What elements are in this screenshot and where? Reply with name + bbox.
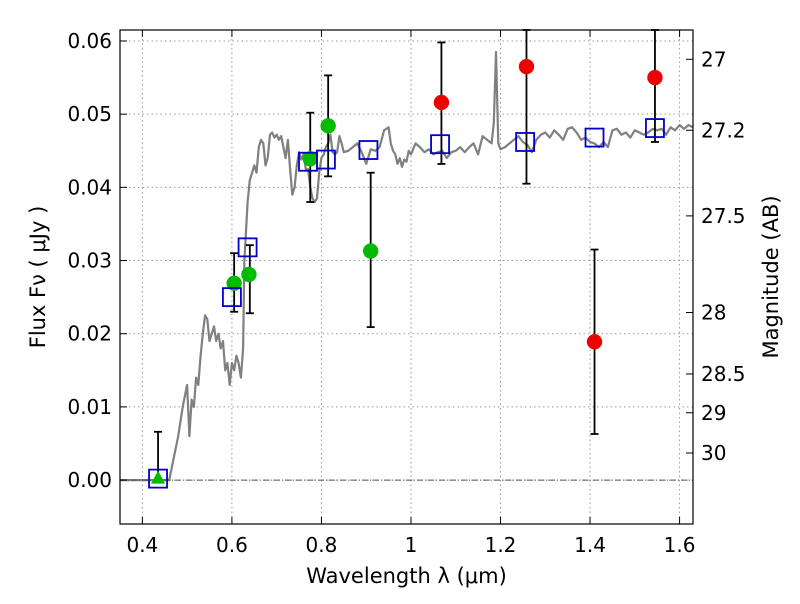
error-bars — [154, 29, 659, 481]
model-box-marker — [358, 140, 379, 160]
green-triangle-point — [151, 470, 166, 484]
y-tick-label: 0.05 — [67, 102, 112, 126]
model-box-marker — [645, 118, 665, 138]
data-markers — [148, 58, 665, 489]
x-tick-label: 1.4 — [574, 533, 606, 557]
right-tick-label: 30 — [701, 441, 726, 465]
x-tick-label: 0.6 — [216, 533, 248, 557]
x-tick-label: 1.6 — [664, 533, 696, 557]
model-box-marker — [222, 287, 242, 308]
green-data-point — [320, 118, 336, 134]
model-spectrum-line — [120, 50, 694, 482]
y-tick-label: 0.06 — [67, 29, 112, 53]
model-box-marker — [237, 237, 258, 258]
right-tick-label: 27.5 — [701, 204, 746, 228]
right-tick-label: 28 — [701, 300, 726, 324]
x-tick-label: 1.2 — [485, 533, 517, 557]
model-box-marker — [430, 134, 450, 155]
right-tick-label: 27.2 — [701, 118, 746, 142]
x-tick-label: 0.8 — [306, 533, 338, 557]
y-tick-label: 0.03 — [67, 249, 112, 273]
red-data-point — [647, 69, 663, 86]
green-data-point — [241, 266, 257, 283]
y-tick-label: 0.00 — [67, 468, 112, 492]
y-tick-label: 0.04 — [67, 175, 112, 199]
y-axis-title: Flux Fν ( μJy ) — [26, 206, 50, 349]
right-tick-label: 28.5 — [701, 362, 746, 386]
model-box-marker — [584, 127, 605, 148]
right-axis-title: Magnitude (AB) — [759, 195, 783, 358]
grid — [120, 30, 693, 524]
red-data-point — [433, 94, 450, 111]
x-axis-title: Wavelength λ (μm) — [306, 564, 507, 588]
y-tick-label: 0.01 — [67, 395, 112, 419]
green-data-point — [362, 243, 379, 259]
model-box-marker — [148, 468, 168, 489]
x-tick-label: 1 — [405, 533, 418, 557]
y-tick-label: 0.02 — [67, 322, 112, 346]
right-tick-label: 27 — [701, 47, 726, 71]
red-data-point — [586, 334, 603, 350]
right-tick-label: 29 — [701, 401, 726, 425]
model-spectrum — [120, 50, 694, 482]
error-bar — [522, 29, 531, 185]
axis-ticks: 0.4 0.6 0.8 1 1.2 1.4 1.6 0.00 0.01 0.02 0.03 0.04 0… — [67, 29, 745, 557]
model-box-marker — [515, 132, 536, 152]
red-data-point — [518, 58, 535, 75]
x-tick-label: 0.4 — [126, 533, 158, 557]
green-data-point — [226, 275, 242, 291]
model-box-marker — [316, 149, 336, 170]
plot-frame — [119, 29, 694, 525]
error-bar — [650, 29, 659, 143]
